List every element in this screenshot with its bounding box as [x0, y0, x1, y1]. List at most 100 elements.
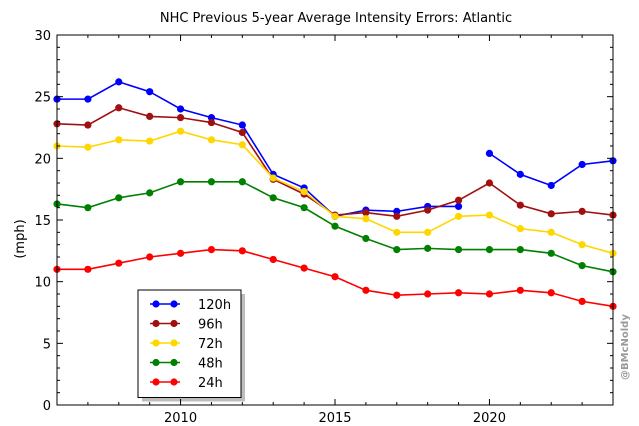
legend-swatch-marker: [170, 358, 178, 367]
data-point-72h: [238, 141, 246, 149]
data-point-120h: [393, 207, 401, 215]
data-point-48h: [393, 246, 401, 254]
legend-swatch-marker: [170, 339, 178, 347]
data-point-96h: [516, 201, 524, 209]
data-point-72h: [454, 212, 463, 220]
data-point-120h: [238, 121, 246, 129]
series-48h: [53, 178, 617, 276]
data-point-96h: [115, 104, 123, 112]
data-point-96h: [84, 121, 92, 129]
series-line-120h: [57, 81, 459, 218]
data-point-120h: [516, 170, 524, 178]
data-point-24h: [269, 255, 277, 264]
data-point-72h: [547, 228, 555, 236]
data-point-120h: [578, 160, 586, 169]
data-point-120h: [547, 181, 555, 190]
data-point-24h: [485, 290, 494, 298]
legend-swatch-marker: [170, 378, 178, 386]
watermark: @BMcNoldy: [620, 314, 631, 380]
data-point-48h: [269, 194, 277, 202]
legend-label: 24h: [198, 376, 223, 391]
data-point-24h: [454, 289, 463, 297]
data-point-48h: [84, 204, 92, 212]
y-tick-label: 30: [34, 29, 51, 44]
data-point-48h: [300, 204, 308, 212]
data-point-72h: [331, 212, 339, 220]
data-point-72h: [516, 225, 524, 233]
data-point-24h: [362, 286, 370, 294]
data-point-24h: [238, 247, 246, 255]
data-point-48h: [485, 246, 494, 254]
data-point-48h: [424, 244, 432, 252]
data-point-48h: [516, 246, 524, 254]
data-point-24h: [146, 253, 154, 261]
data-point-48h: [176, 178, 185, 186]
data-point-120h: [485, 149, 494, 157]
legend-swatch-marker: [152, 378, 160, 386]
data-point-96h: [424, 206, 432, 214]
data-point-120h: [146, 88, 154, 96]
data-point-72h: [269, 174, 277, 182]
data-point-96h: [176, 114, 185, 122]
data-point-72h: [485, 211, 494, 219]
y-tick-label: 10: [34, 276, 51, 291]
legend-label: 120h: [198, 298, 231, 313]
data-point-120h: [454, 202, 463, 211]
plot-area: [53, 78, 617, 310]
data-point-24h: [115, 259, 123, 267]
y-axis-label: (mph): [13, 219, 28, 258]
data-point-96h: [146, 112, 154, 120]
series-120h: [485, 149, 617, 190]
data-point-96h: [578, 207, 586, 215]
data-point-24h: [424, 290, 432, 298]
data-point-96h: [393, 212, 401, 220]
data-point-24h: [393, 291, 401, 299]
legend-swatch-marker: [152, 339, 160, 347]
y-tick-label: 0: [43, 399, 51, 414]
data-point-24h: [84, 265, 92, 273]
data-point-72h: [176, 127, 185, 135]
data-point-48h: [454, 246, 463, 254]
data-point-48h: [238, 178, 246, 186]
data-point-96h: [454, 196, 463, 204]
y-tick-label: 5: [43, 337, 51, 352]
data-point-72h: [146, 137, 154, 145]
legend-label: 96h: [198, 318, 223, 333]
data-point-24h: [331, 273, 339, 281]
data-point-96h: [362, 209, 370, 217]
data-point-24h: [578, 297, 586, 305]
data-point-48h: [331, 222, 339, 230]
data-point-48h: [547, 249, 555, 257]
data-point-24h: [300, 264, 308, 272]
data-point-96h: [238, 128, 246, 137]
x-tick-label: 2020: [473, 411, 506, 426]
data-point-48h: [115, 194, 123, 202]
series-24h: [53, 246, 617, 310]
data-point-72h: [207, 136, 216, 144]
chart-title: NHC Previous 5-year Average Intensity Er…: [160, 11, 512, 26]
legend-swatch-marker: [170, 319, 178, 328]
legend-swatch-marker: [152, 300, 160, 308]
data-point-48h: [578, 262, 586, 270]
legend: 120h 96h 72h 48h 24h: [137, 289, 245, 402]
legend-label: 48h: [198, 357, 223, 372]
data-point-72h: [362, 215, 370, 223]
data-point-48h: [207, 178, 216, 186]
legend-swatch-marker: [170, 300, 178, 308]
data-point-72h: [84, 143, 92, 151]
y-tick-label: 15: [34, 214, 51, 229]
data-point-96h: [547, 210, 555, 218]
data-point-72h: [578, 241, 586, 249]
data-point-48h: [362, 234, 370, 243]
data-point-96h: [485, 179, 494, 187]
y-tick-label: 25: [34, 91, 51, 106]
x-tick-label: 2015: [318, 411, 351, 426]
legend-label: 72h: [198, 337, 223, 352]
data-point-72h: [115, 136, 123, 144]
data-point-120h: [115, 78, 123, 86]
data-point-72h: [300, 188, 308, 196]
y-tick-label: 20: [34, 152, 51, 167]
data-point-24h: [176, 249, 185, 257]
legend-swatch-marker: [152, 319, 160, 328]
